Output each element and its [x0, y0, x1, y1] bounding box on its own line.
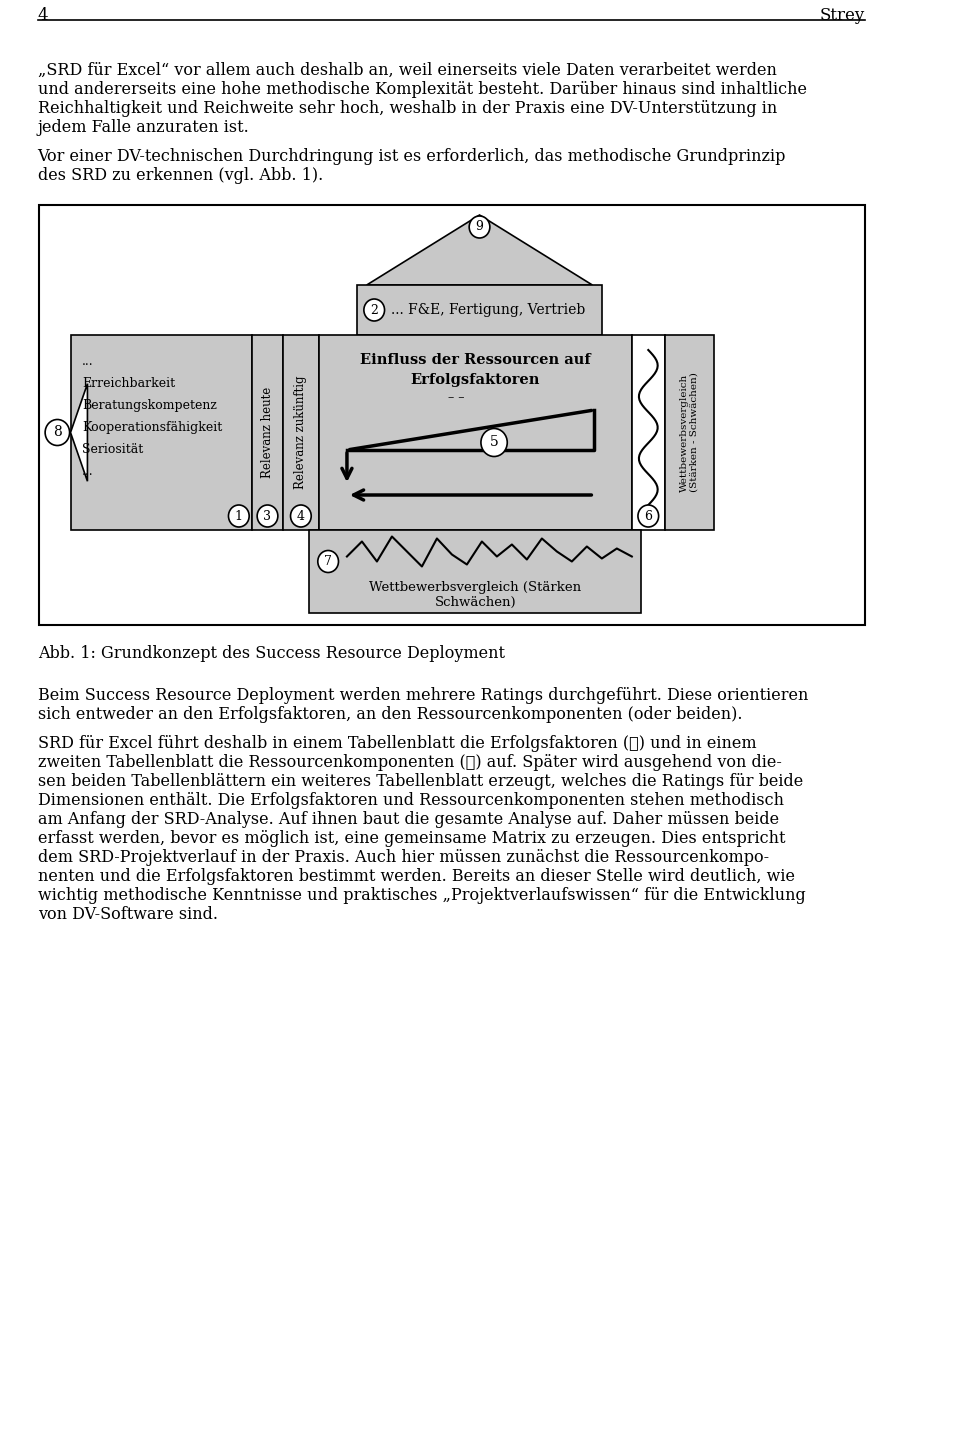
- Text: 1: 1: [235, 510, 243, 523]
- Text: Erreichbarkeit: Erreichbarkeit: [82, 378, 175, 391]
- Circle shape: [638, 505, 659, 527]
- Text: Erfolgsfaktoren: Erfolgsfaktoren: [411, 373, 540, 388]
- Text: Vor einer DV-technischen Durchdringung ist es erforderlich, das methodische Grun: Vor einer DV-technischen Durchdringung i…: [37, 148, 786, 166]
- Text: dem SRD-Projektverlauf in der Praxis. Auch hier müssen zunächst die Ressourcenko: dem SRD-Projektverlauf in der Praxis. Au…: [37, 849, 769, 865]
- Text: Abb. 1: Grundkonzept des Success Resource Deployment: Abb. 1: Grundkonzept des Success Resourc…: [37, 645, 505, 662]
- Text: Relevanz heute: Relevanz heute: [261, 386, 274, 478]
- Text: wichtig methodische Kenntnisse und praktisches „Projektverlaufswissen“ für die E: wichtig methodische Kenntnisse und prakt…: [37, 887, 805, 905]
- Text: SRD für Excel führt deshalb in einem Tabellenblatt die Erfolgsfaktoren (①) und i: SRD für Excel führt deshalb in einem Tab…: [37, 735, 756, 752]
- Circle shape: [257, 505, 277, 527]
- Polygon shape: [367, 215, 592, 285]
- Text: 3: 3: [263, 510, 272, 523]
- Text: 6: 6: [644, 510, 652, 523]
- Text: Beratungskompetenz: Beratungskompetenz: [82, 399, 217, 412]
- Bar: [357, 285, 602, 335]
- Text: Strey: Strey: [820, 7, 865, 25]
- Polygon shape: [70, 383, 87, 481]
- Text: 8: 8: [53, 425, 61, 440]
- Circle shape: [228, 505, 250, 527]
- Bar: [309, 530, 641, 613]
- Bar: [283, 335, 319, 530]
- Circle shape: [469, 216, 490, 238]
- Circle shape: [318, 550, 339, 572]
- Text: Seriosität: Seriosität: [82, 443, 143, 456]
- Text: ... F&E, Fertigung, Vertrieb: ... F&E, Fertigung, Vertrieb: [391, 303, 586, 317]
- Text: sen beiden Tabellenblättern ein weiteres Tabellenblatt erzeugt, welches die Rati: sen beiden Tabellenblättern ein weiteres…: [37, 772, 803, 790]
- Text: – –: – –: [448, 391, 465, 404]
- Text: am Anfang der SRD-Analyse. Auf ihnen baut die gesamte Analyse auf. Daher müssen : am Anfang der SRD-Analyse. Auf ihnen bau…: [37, 812, 779, 828]
- Text: „SRD für Excel“ vor allem auch deshalb an, weil einerseits viele Daten verarbeit: „SRD für Excel“ vor allem auch deshalb a…: [37, 62, 777, 78]
- Text: Reichhaltigkeit und Reichweite sehr hoch, weshalb in der Praxis eine DV-Unterstü: Reichhaltigkeit und Reichweite sehr hoch…: [37, 100, 777, 118]
- Text: Einfluss der Ressourcen auf: Einfluss der Ressourcen auf: [360, 353, 590, 367]
- Text: ...: ...: [82, 354, 93, 367]
- Text: von DV-Software sind.: von DV-Software sind.: [37, 906, 218, 923]
- Circle shape: [291, 505, 311, 527]
- Text: Kooperationsfähigkeit: Kooperationsfähigkeit: [82, 421, 222, 434]
- Text: Wettbewerbsvergleich
(Stärken - Schwächen): Wettbewerbsvergleich (Stärken - Schwäche…: [680, 373, 699, 492]
- FancyBboxPatch shape: [39, 205, 865, 624]
- Text: 4: 4: [37, 7, 48, 25]
- Text: sich entweder an den Erfolgsfaktoren, an den Ressourcenkomponenten (oder beiden): sich entweder an den Erfolgsfaktoren, an…: [37, 706, 742, 723]
- Bar: [252, 335, 283, 530]
- Text: zweiten Tabellenblatt die Ressourcenkomponenten (②) auf. Später wird ausgehend v: zweiten Tabellenblatt die Ressourcenkomp…: [37, 754, 781, 771]
- Bar: [70, 335, 252, 530]
- Text: nenten und die Erfolgsfaktoren bestimmt werden. Bereits an dieser Stelle wird de: nenten und die Erfolgsfaktoren bestimmt …: [37, 868, 795, 886]
- Bar: [632, 335, 664, 530]
- Text: ...: ...: [82, 465, 93, 478]
- Text: und andererseits eine hohe methodische Komplexität besteht. Darüber hinaus sind : und andererseits eine hohe methodische K…: [37, 81, 806, 97]
- Text: Relevanz zukünftig: Relevanz zukünftig: [295, 376, 307, 489]
- Text: 4: 4: [297, 510, 305, 523]
- Text: 9: 9: [475, 221, 484, 234]
- Text: Dimensionen enthält. Die Erfolgsfaktoren und Ressourcenkomponenten stehen method: Dimensionen enthält. Die Erfolgsfaktoren…: [37, 791, 783, 809]
- Text: jedem Falle anzuraten ist.: jedem Falle anzuraten ist.: [37, 119, 250, 136]
- Text: 2: 2: [371, 303, 378, 317]
- Circle shape: [364, 299, 385, 321]
- Text: des SRD zu erkennen (vgl. Abb. 1).: des SRD zu erkennen (vgl. Abb. 1).: [37, 167, 323, 184]
- Text: erfasst werden, bevor es möglich ist, eine gemeinsame Matrix zu erzeugen. Dies e: erfasst werden, bevor es möglich ist, ei…: [37, 831, 785, 847]
- Bar: [664, 335, 713, 530]
- Text: 7: 7: [324, 555, 332, 568]
- Bar: [319, 335, 632, 530]
- Circle shape: [481, 428, 507, 456]
- Text: Wettbewerbsvergleich (Stärken
Schwächen): Wettbewerbsvergleich (Stärken Schwächen): [370, 581, 582, 608]
- Circle shape: [45, 420, 69, 446]
- Text: Beim Success Resource Deployment werden mehrere Ratings durchgeführt. Diese orie: Beim Success Resource Deployment werden …: [37, 687, 808, 704]
- Text: 5: 5: [490, 436, 498, 450]
